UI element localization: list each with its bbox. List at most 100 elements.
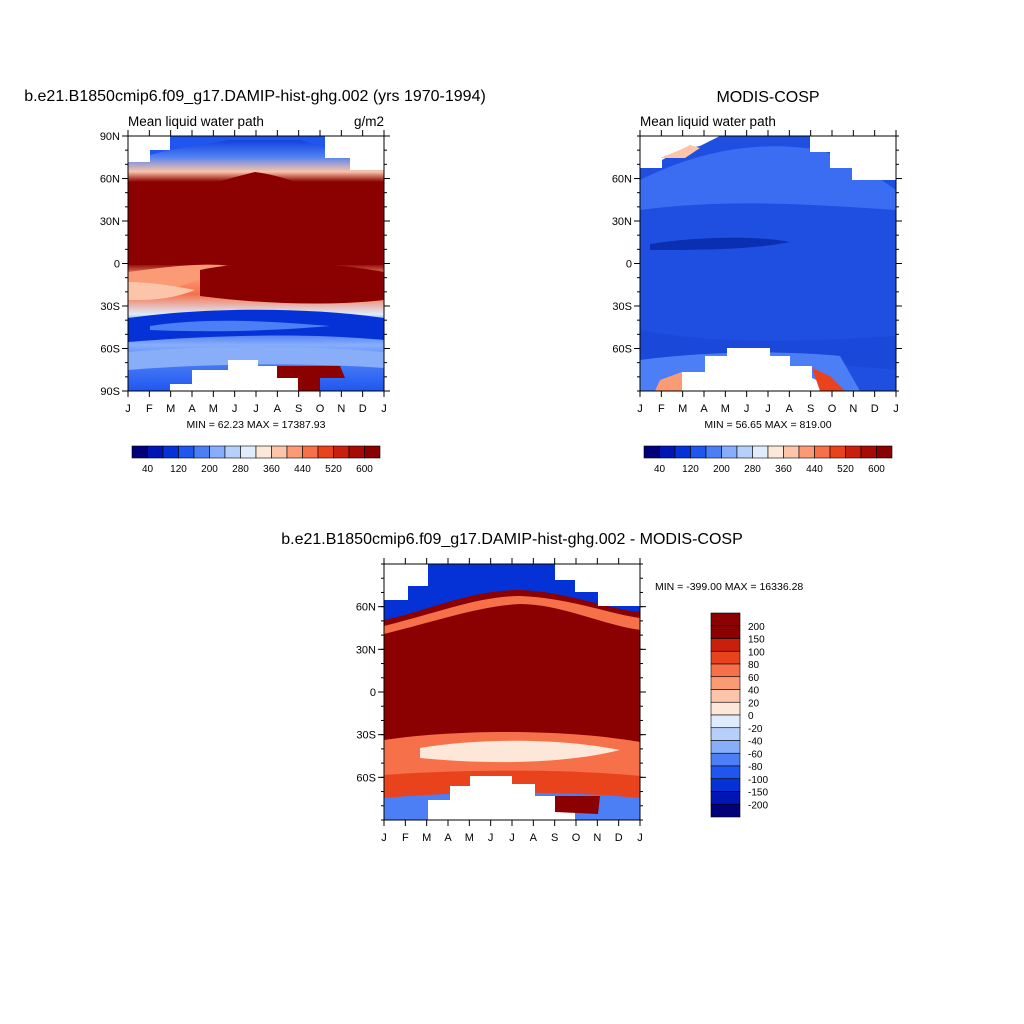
colorbar-label: 360	[775, 464, 792, 475]
x-tick-label: S	[551, 832, 558, 844]
x-tick-label: N	[337, 403, 345, 415]
model-missing-south	[170, 360, 298, 391]
y-tick-label: 30N	[612, 216, 632, 228]
x-tick-label: J	[637, 832, 643, 844]
colorbar-swatch	[736, 445, 753, 459]
y-tick-label: 30S	[100, 301, 120, 313]
colorbar-swatch	[240, 445, 257, 459]
colorbar-label: 100	[748, 647, 765, 658]
colorbar-label: -100	[748, 775, 768, 786]
x-tick-label: F	[146, 403, 153, 415]
colorbar-swatch	[317, 445, 334, 459]
obs-missing-north	[810, 136, 896, 180]
colorbar-swatch	[659, 445, 676, 459]
x-tick-label: J	[637, 403, 643, 415]
panel-model-variable-label: Mean liquid water path	[128, 114, 264, 129]
colorbar-swatch	[710, 765, 741, 780]
panel-obs-heatmap	[639, 135, 897, 392]
x-tick-label: J	[488, 832, 494, 844]
y-tick-label: 60S	[100, 344, 120, 356]
x-tick-label: M	[422, 832, 431, 844]
colorbar-swatch	[333, 445, 350, 459]
colorbar-swatch	[178, 445, 195, 459]
panel-diff-axes: J F M A M J J A S O N D J 60N 30N 0 30S 60S	[356, 558, 646, 844]
panel-obs-title: MODIS-COSP	[716, 89, 819, 106]
diff-missing-north-left	[384, 564, 428, 600]
x-tick-label: M	[166, 403, 175, 415]
colorbar-swatch	[209, 445, 226, 459]
colorbar-swatch	[162, 445, 179, 459]
obs-missing-north-left	[640, 136, 720, 168]
colorbar-swatch	[710, 803, 741, 818]
colorbar-swatch	[690, 445, 707, 459]
model-missing-north-right	[325, 136, 384, 170]
colorbar-label: 440	[806, 464, 823, 475]
colorbar-label: 200	[713, 464, 730, 475]
colorbar-label: 600	[868, 464, 885, 475]
panel-model-stats: MIN = 62.23 MAX = 17387.93	[187, 419, 326, 431]
colorbar-swatch	[721, 445, 738, 459]
colorbar-swatch	[705, 445, 722, 459]
colorbar-label: 520	[325, 464, 342, 475]
colorbar-swatch	[710, 638, 741, 652]
colorbar-swatch	[364, 445, 381, 459]
colorbar-label: -40	[748, 737, 763, 748]
y-tick-label: 0	[114, 259, 120, 271]
x-tick-label: J	[509, 832, 515, 844]
x-tick-label: J	[381, 403, 387, 415]
colorbar-swatch	[710, 740, 741, 754]
colorbar-label: 40	[748, 686, 760, 697]
colorbar-swatch	[224, 445, 241, 459]
diff-missing-north-right-region	[555, 564, 640, 606]
colorbar-swatch	[814, 445, 831, 459]
x-tick-label: S	[807, 403, 814, 415]
panel-diff: b.e21.B1850cmip6.f09_g17.DAMIP-hist-ghg.…	[281, 531, 803, 844]
colorbar-label: 600	[356, 464, 373, 475]
x-tick-label: J	[765, 403, 771, 415]
colorbar-label: 0	[748, 711, 754, 722]
y-tick-label: 60N	[100, 174, 120, 186]
colorbar-swatch	[710, 727, 741, 741]
obs-tropical-dark	[650, 237, 790, 250]
y-tick-label: 90N	[100, 131, 120, 143]
colorbar-label: -60	[748, 749, 763, 760]
x-tick-label: J	[893, 403, 899, 415]
colorbar-label: -200	[748, 800, 768, 811]
colorbar-swatch	[348, 445, 365, 459]
colorbar-swatch	[876, 445, 893, 459]
x-tick-label: M	[465, 832, 474, 844]
colorbar-label: -20	[748, 724, 763, 735]
panel-model-title: b.e21.B1850cmip6.f09_g17.DAMIP-hist-ghg.…	[24, 88, 486, 105]
x-tick-label: A	[700, 403, 708, 415]
y-tick-label: 60N	[612, 174, 632, 186]
y-tick-label: 30N	[100, 216, 120, 228]
colorbar-swatch	[710, 689, 741, 703]
colorbar-label: -80	[748, 762, 763, 773]
panel-diff-colorbar: 200150100806040200-20-40-60-80-100-150-2…	[710, 612, 768, 818]
colorbar-swatch	[643, 445, 660, 459]
y-tick-label: 90S	[100, 386, 120, 398]
colorbar-label: 60	[748, 673, 760, 684]
colorbar-swatch	[147, 445, 164, 459]
panel-model: b.e21.B1850cmip6.f09_g17.DAMIP-hist-ghg.…	[24, 88, 486, 475]
y-tick-label: 60N	[356, 602, 376, 614]
y-tick-label: 30S	[612, 301, 632, 313]
panel-obs-axes: J F M A M J J A S O N D J 60N 30N 0 30S 60S	[612, 130, 902, 415]
x-tick-label: A	[444, 832, 452, 844]
x-tick-label: A	[188, 403, 196, 415]
colorbar-label: 280	[744, 464, 761, 475]
colorbar-label: 440	[294, 464, 311, 475]
model-missing-north-left	[128, 136, 170, 162]
diff-missing-south	[428, 776, 575, 820]
colorbar-swatch	[710, 752, 741, 767]
model-tropics-red	[128, 172, 384, 265]
colorbar-swatch	[752, 445, 769, 459]
y-tick-label: 0	[370, 687, 376, 699]
y-tick-label: 60S	[356, 772, 376, 784]
panel-diff-heatmap	[383, 563, 641, 821]
x-tick-label: D	[615, 832, 623, 844]
y-tick-label: 60S	[612, 344, 632, 356]
panel-model-heatmap	[127, 135, 385, 392]
x-tick-label: N	[849, 403, 857, 415]
